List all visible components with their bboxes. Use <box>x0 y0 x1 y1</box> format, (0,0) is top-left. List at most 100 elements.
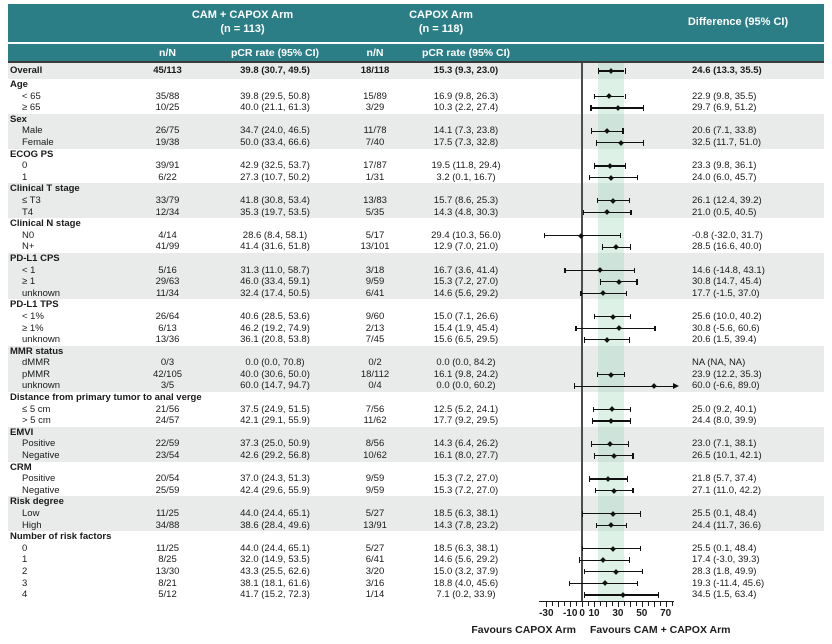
cell-n1: 8/21 <box>158 577 177 589</box>
cell-pcr2: 15.6 (6.5, 29.5) <box>433 334 499 346</box>
cell-difference: 34.5 (1.5, 63.4) <box>692 589 757 601</box>
point-estimate-marker <box>611 487 618 494</box>
forest-plot-cell <box>532 380 680 392</box>
cell-label: 1 <box>22 554 28 566</box>
ci-cap-low <box>594 313 596 320</box>
cell-label: Positive <box>22 473 56 485</box>
point-estimate-marker <box>607 371 614 378</box>
ci-cap-low <box>593 406 595 413</box>
ci-line <box>574 385 673 387</box>
cell-label: > 5 cm <box>22 415 51 427</box>
forest-plot-cell <box>532 543 680 555</box>
ci-cap-high <box>630 209 632 216</box>
favours-right-label: Favours CAM + CAPOX Arm <box>590 623 731 636</box>
group-header-row: Distance from primary tumor to anal verg… <box>8 392 824 404</box>
point-estimate-marker <box>608 68 615 74</box>
cell-n2: 1/14 <box>365 589 385 601</box>
cell-label: ≤ T3 <box>22 194 41 206</box>
cell-label: dMMR <box>22 357 50 369</box>
ci-cap-high <box>622 128 624 134</box>
cell-n2: 9/59 <box>365 276 385 288</box>
table-row: ≥ 1% 6/13 46.2 (19.2, 74.9) 2/13 15.4 (1.9, … <box>8 322 824 335</box>
cell-pcr2: 14.3 (7.8, 23.2) <box>433 519 499 531</box>
cell-pcr1: 42.9 (32.5, 53.7) <box>240 160 310 172</box>
cell-n2: 17/87 <box>363 160 387 172</box>
cell-n2: 2/13 <box>365 322 385 334</box>
cell-pcr1: 42.4 (29.6, 55.9) <box>240 484 310 496</box>
cell-label: unknown <box>22 287 61 299</box>
cell-label: ≥ 65 <box>22 102 41 114</box>
cell-label: ≥ 1 <box>22 276 36 288</box>
ci-cap-high <box>624 371 626 378</box>
axis-tick-label: 70 <box>660 607 672 619</box>
cell-n2: 15/89 <box>363 90 387 102</box>
ci-cap-low <box>580 290 582 297</box>
cell-difference: 25.0 (9.2, 40.1) <box>692 403 757 415</box>
cell-label: ECOG PS <box>10 148 54 160</box>
forest-plot-cell <box>532 195 680 207</box>
ci-cap-high <box>625 163 627 169</box>
cell-n1: 34/88 <box>155 519 180 531</box>
table-row: Low 11/25 44.0 (24.4, 65.1) 5/27 18.5 (6.3, … <box>8 507 824 520</box>
forest-plot-cell <box>532 276 680 288</box>
forest-plot-cell <box>532 172 680 184</box>
axis-tick <box>582 602 584 607</box>
table-row: Negative 25/59 42.4 (29.6, 55.9) 9/59 15.3 (… <box>8 484 824 497</box>
cell-n1: 11/25 <box>155 542 180 554</box>
cell-difference: 30.8 (14.7, 45.4) <box>692 276 762 288</box>
cell-pcr1: 34.7 (24.0, 46.5) <box>240 125 310 137</box>
cell-difference: 60.0 (-6.6, 89.0) <box>692 380 760 392</box>
cell-label: Overall <box>10 65 43 77</box>
cell-n1: 42/105 <box>152 368 183 380</box>
ci-cap-high <box>626 476 628 482</box>
cell-n1: 26/64 <box>155 310 180 322</box>
cell-n1: 11/25 <box>155 508 180 520</box>
ci-line <box>575 327 655 329</box>
table-body: Overall 45/113 39.8 (30.7, 49.5) 18/118 15.3… <box>8 63 824 601</box>
ci-cap-high <box>619 232 622 239</box>
forest-plot-cell <box>532 125 680 137</box>
forest-plot-cell <box>532 149 680 161</box>
ci-cap-high <box>643 105 645 111</box>
forest-plot-cell <box>532 392 680 404</box>
ci-cap-low <box>589 174 591 181</box>
forest-plot-cell <box>532 520 680 532</box>
cell-difference: 27.1 (11.0, 42.2) <box>692 484 762 496</box>
cell-label: N+ <box>22 241 35 253</box>
favours-labels: Favours CAPOX Arm Favours CAM + CAPOX Ar… <box>8 624 824 638</box>
cell-pcr2: 7.1 (0.2, 33.9) <box>436 589 496 601</box>
cell-label: 4 <box>22 589 28 601</box>
cell-pcr1: 44.0 (24.4, 65.1) <box>240 542 310 554</box>
cell-n2: 6/41 <box>365 287 385 299</box>
cell-pcr1: 31.3 (11.0, 58.7) <box>240 264 310 276</box>
cell-pcr1: 42.1 (29.1, 55.9) <box>240 415 310 427</box>
ci-cap-high <box>643 140 645 146</box>
table-row: < 1 5/16 31.3 (11.0, 58.7) 3/18 16.7 (3.6, 4… <box>8 264 824 277</box>
arm1-pcr-header: pCR rate (95% CI) <box>230 46 320 59</box>
table-row: 1 8/25 32.0 (14.9, 53.5) 6/41 14.6 (5.6, 29.… <box>8 554 824 566</box>
cell-pcr1: 41.8 (30.8, 53.4) <box>240 194 310 206</box>
axis-tick-label: -30 <box>539 607 554 619</box>
ci-cap-high <box>629 418 631 424</box>
cell-pcr1: 50.0 (33.4, 66.6) <box>240 137 310 149</box>
ci-cap-low <box>582 209 584 216</box>
cell-n1: 25/59 <box>155 484 180 496</box>
cell-pcr1: 46.2 (19.2, 74.9) <box>240 322 310 334</box>
point-estimate-marker <box>607 163 613 169</box>
forest-plot-cell <box>532 114 680 126</box>
table-row: 4 5/12 41.7 (15.2, 72.3) 1/14 7.1 (0.2, 33.9… <box>8 589 824 601</box>
axis-tick <box>558 602 560 607</box>
cell-pcr1: 37.5 (24.9, 51.5) <box>240 403 310 415</box>
cell-difference: 29.7 (6.9, 51.2) <box>692 102 757 114</box>
ci-cap-low <box>583 337 586 343</box>
cell-pcr2: 14.3 (6.4, 26.2) <box>433 438 499 450</box>
group-header-row: ECOG PS <box>8 148 824 161</box>
forest-plot-cell <box>532 357 680 369</box>
cell-n2: 5/35 <box>365 206 385 218</box>
cell-pcr1: 32.0 (14.9, 53.5) <box>240 554 310 566</box>
axis-tick <box>629 602 631 607</box>
cell-n1: 41/99 <box>155 241 180 253</box>
cell-n1: 26/75 <box>155 125 180 137</box>
cell-n1: 4/14 <box>158 229 177 241</box>
header-separator <box>8 42 824 44</box>
